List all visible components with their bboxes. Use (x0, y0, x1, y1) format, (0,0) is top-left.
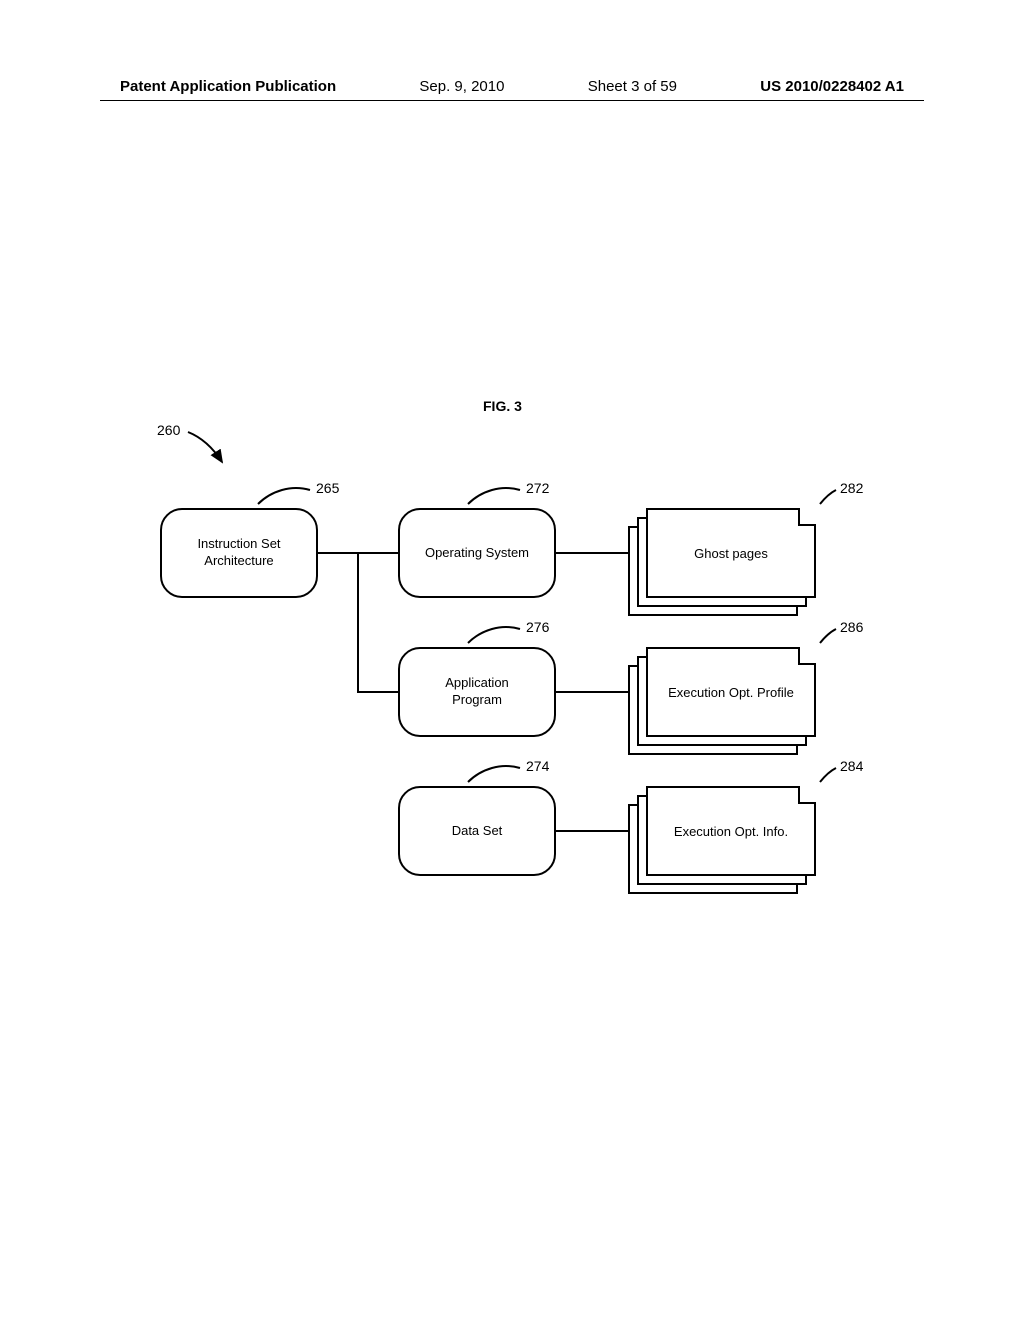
ref-286: 286 (840, 619, 863, 635)
node-profile-label: Execution Opt. Profile (668, 685, 794, 700)
node-ghost-label: Ghost pages (694, 546, 768, 561)
node-dataset-label: Data Set (452, 823, 503, 840)
ref-282: 282 (840, 480, 863, 496)
node-isa-label: Instruction SetArchitecture (197, 536, 280, 570)
ref-265: 265 (316, 480, 339, 496)
ref-260: 260 (157, 422, 180, 438)
ref-272: 272 (526, 480, 549, 496)
node-dataset: Data Set (398, 786, 556, 876)
node-app: ApplicationProgram (398, 647, 556, 737)
figure-title: FIG. 3 (483, 398, 522, 414)
node-isa: Instruction SetArchitecture (160, 508, 318, 598)
edge-os-ghost (556, 552, 628, 554)
edge-trunk-app (357, 691, 398, 693)
node-os: Operating System (398, 508, 556, 598)
ref-284: 284 (840, 758, 863, 774)
doc-front: Ghost pages (646, 508, 816, 598)
doc-front: Execution Opt. Info. (646, 786, 816, 876)
node-info-label: Execution Opt. Info. (674, 824, 788, 839)
node-ghost: Ghost pages (628, 508, 816, 616)
figure-canvas: FIG. 3 260 Instruction SetArchitecture O… (0, 0, 1024, 1320)
node-profile: Execution Opt. Profile (628, 647, 816, 755)
ref-274: 274 (526, 758, 549, 774)
page: Patent Application Publication Sep. 9, 2… (0, 0, 1024, 1320)
node-info: Execution Opt. Info. (628, 786, 816, 894)
node-os-label: Operating System (425, 545, 529, 562)
edge-trunk-vertical (357, 552, 359, 692)
ref-276: 276 (526, 619, 549, 635)
doc-front: Execution Opt. Profile (646, 647, 816, 737)
node-app-label: ApplicationProgram (445, 675, 509, 709)
edge-dataset-info (556, 830, 628, 832)
edge-app-profile (556, 691, 628, 693)
